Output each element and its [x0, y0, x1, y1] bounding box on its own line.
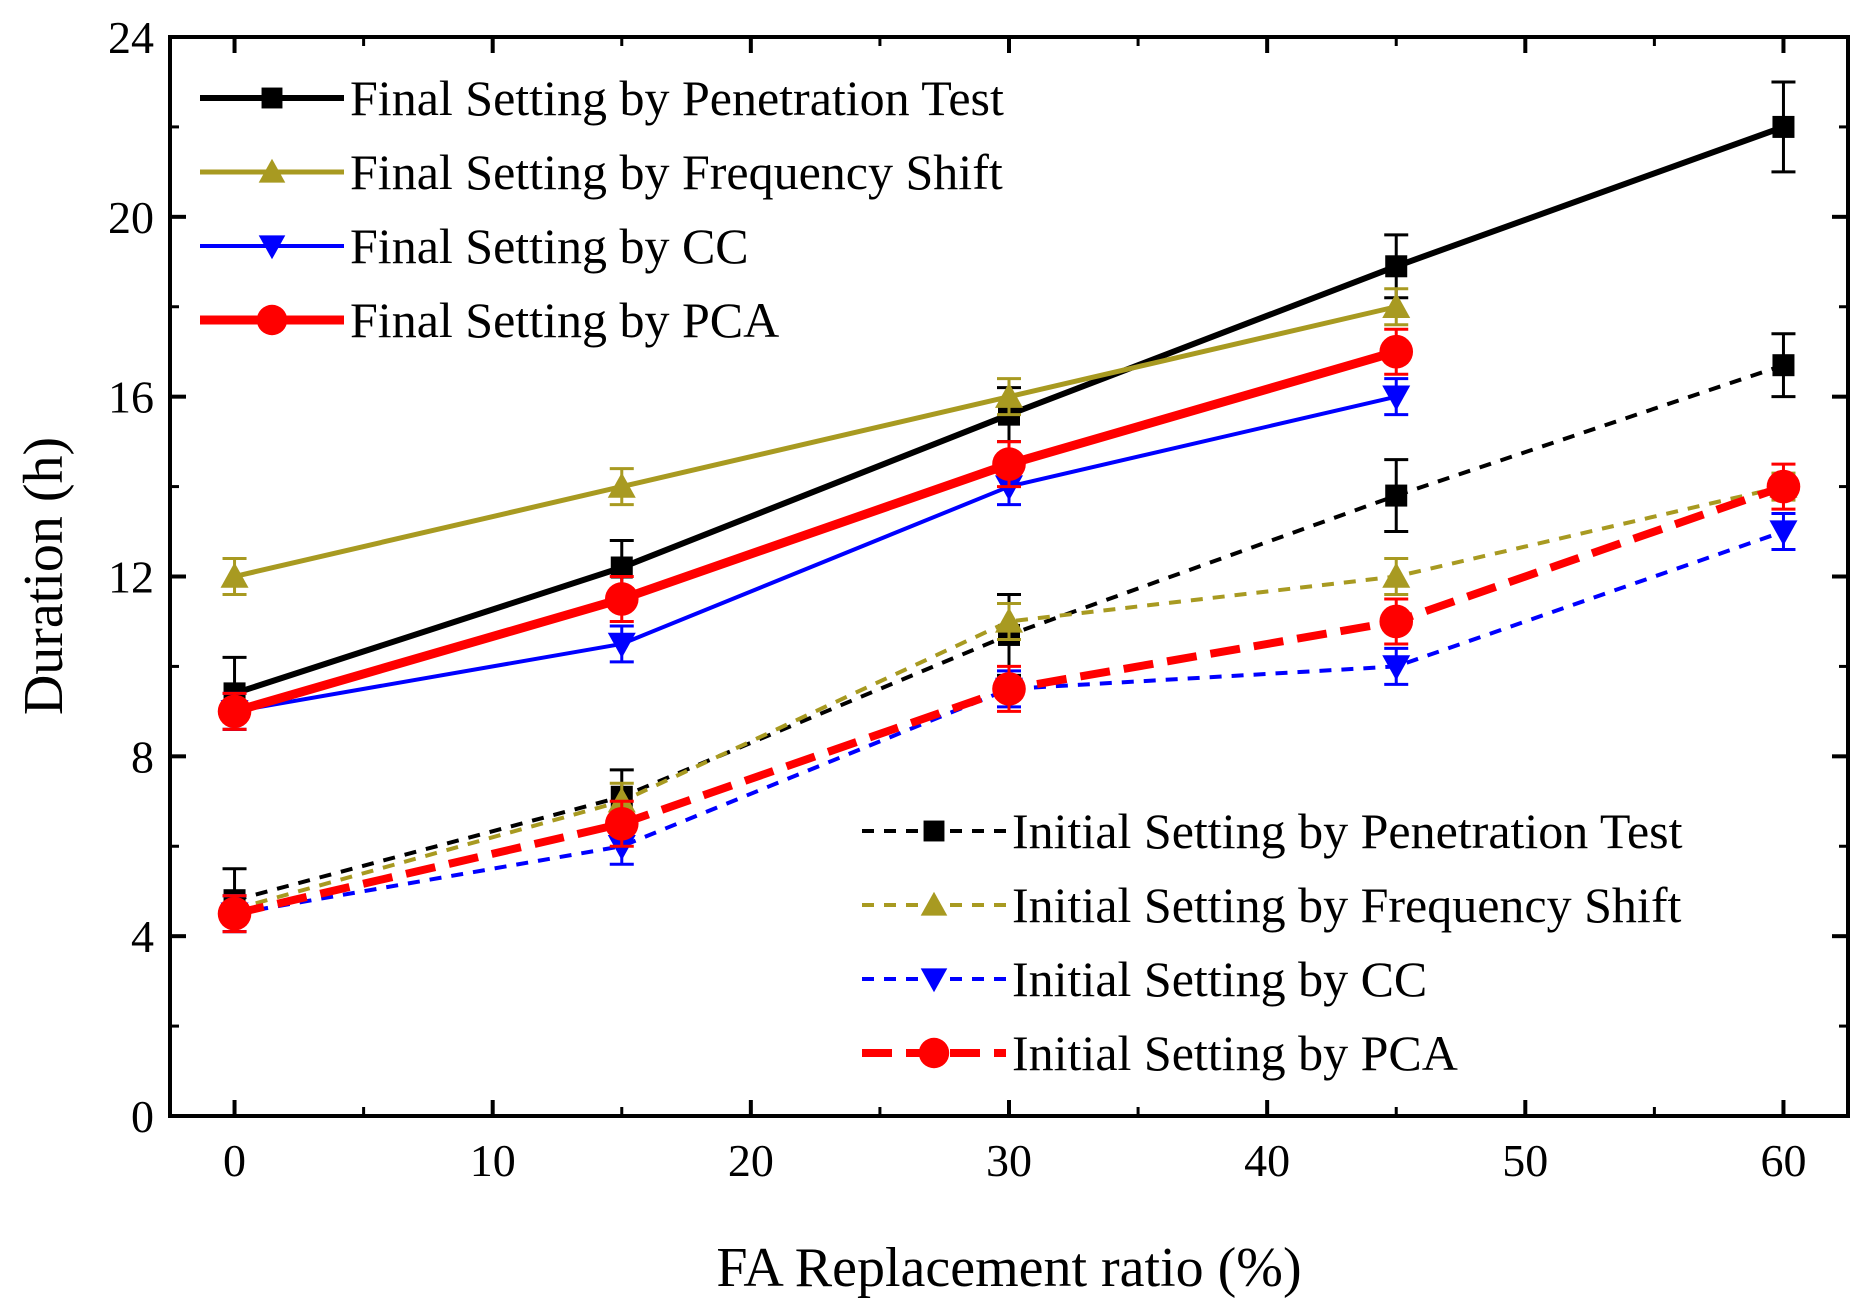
data-point — [604, 806, 639, 841]
x-axis: 0 10 20 30 40 50 60 — [223, 37, 1806, 1186]
legend-label: Final Setting by PCA — [350, 292, 779, 348]
data-point — [992, 672, 1026, 706]
data-point — [1379, 604, 1414, 639]
legend-label: Initial Setting by Frequency Shift — [1012, 877, 1681, 933]
y-tick-label: 16 — [108, 372, 154, 423]
data-point — [217, 694, 252, 729]
x-tick-label: 60 — [1760, 1135, 1806, 1186]
data-point — [1379, 334, 1414, 369]
y-axis: 0 4 8 12 16 20 24 — [108, 12, 1848, 1142]
series-3 — [217, 327, 1414, 731]
data-point — [261, 87, 283, 109]
data-point — [1385, 484, 1408, 507]
legend-label: Initial Setting by CC — [1012, 951, 1427, 1007]
x-tick-label: 30 — [986, 1135, 1032, 1186]
y-tick-label: 8 — [131, 731, 154, 782]
data-point — [610, 556, 633, 579]
data-point — [1382, 385, 1411, 411]
x-tick-label: 0 — [223, 1135, 246, 1186]
data-point — [258, 235, 286, 260]
legend: Final Setting by Penetration Test Final S… — [200, 70, 1683, 1081]
data-point — [1385, 255, 1408, 278]
legend-label: Final Setting by CC — [350, 218, 749, 274]
x-tick-label: 50 — [1502, 1135, 1548, 1186]
legend-label: Initial Setting by PCA — [1012, 1025, 1458, 1081]
data-point — [923, 820, 945, 842]
series-line — [233, 304, 1397, 579]
data-point — [1382, 562, 1411, 588]
series-1 — [220, 287, 1411, 596]
x-axis-title: FA Replacement ratio (%) — [716, 1237, 1301, 1299]
data-point — [995, 382, 1023, 408]
data-point — [220, 562, 249, 588]
legend-label: Final Setting by Penetration Test — [350, 70, 1004, 126]
series-6 — [220, 512, 1798, 934]
data-point — [920, 891, 948, 916]
y-tick-label: 12 — [108, 552, 154, 603]
legend-item: Initial Setting by Penetration Test — [862, 803, 1683, 859]
legend-item: Final Setting by PCA — [200, 292, 779, 348]
data-point — [918, 1037, 950, 1069]
series-layer — [217, 80, 1801, 934]
legend-item: Final Setting by Frequency Shift — [200, 144, 1003, 200]
y-tick-label: 4 — [131, 911, 154, 962]
x-tick-label: 40 — [1244, 1135, 1290, 1186]
legend-item: Initial Setting by PCA — [862, 1025, 1458, 1081]
data-point — [217, 896, 252, 931]
data-point — [607, 472, 636, 498]
data-point — [1382, 292, 1411, 318]
legend-item: Initial Setting by Frequency Shift — [862, 877, 1681, 933]
data-point — [258, 158, 286, 183]
data-point — [920, 968, 948, 993]
x-tick-label: 20 — [728, 1135, 774, 1186]
legend-item: Final Setting by CC — [200, 218, 749, 274]
data-point — [1766, 469, 1801, 504]
legend-label: Initial Setting by Penetration Test — [1012, 803, 1683, 859]
y-tick-label: 0 — [131, 1091, 154, 1142]
data-point — [604, 582, 639, 616]
data-point — [1772, 354, 1795, 377]
y-tick-label: 20 — [108, 192, 154, 243]
data-point — [1772, 115, 1795, 138]
series-line — [233, 347, 1398, 716]
data-point — [995, 607, 1023, 633]
data-point — [992, 447, 1026, 481]
x-tick-label: 10 — [470, 1135, 516, 1186]
series-7 — [217, 462, 1801, 934]
legend-item: Initial Setting by CC — [862, 951, 1427, 1007]
data-point — [607, 632, 636, 658]
data-point — [1382, 655, 1411, 681]
y-axis-title: Duration (h) — [13, 437, 75, 715]
y-tick-label: 24 — [108, 12, 154, 63]
series-line — [234, 484, 1784, 912]
legend-item: Final Setting by Penetration Test — [200, 70, 1004, 126]
series-line — [234, 394, 1397, 714]
data-point — [1769, 520, 1798, 546]
legend-label: Final Setting by Frequency Shift — [350, 144, 1003, 200]
data-point — [256, 304, 288, 336]
